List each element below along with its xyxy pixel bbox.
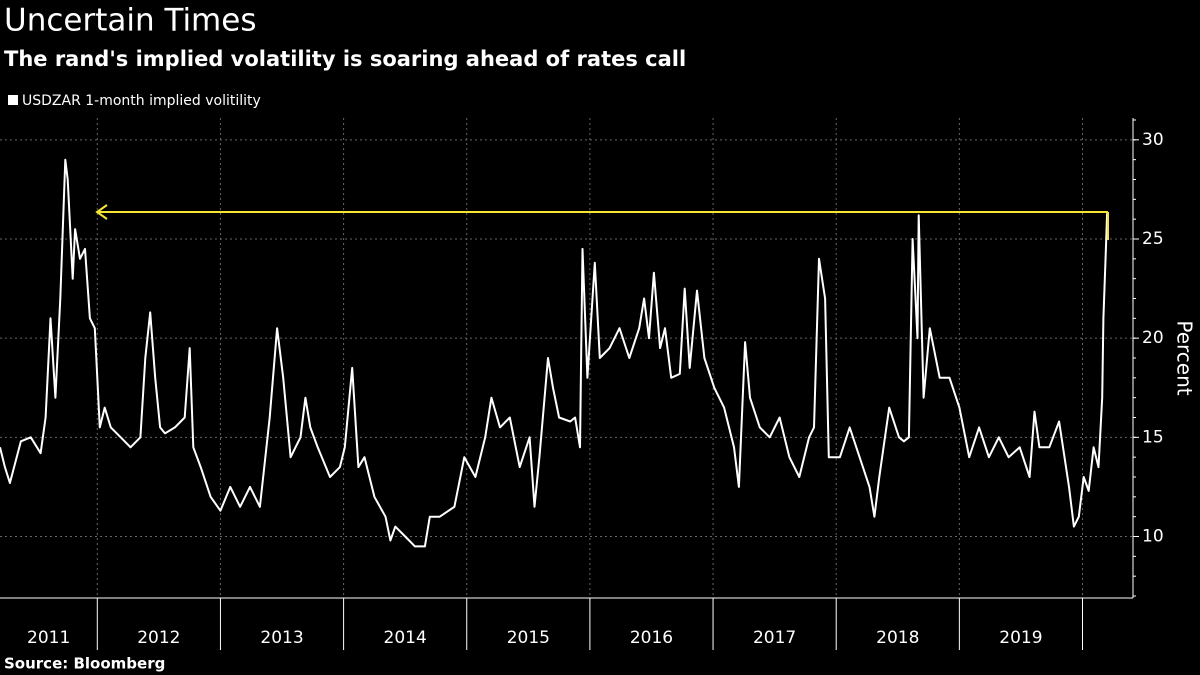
line: [0, 158, 1109, 548]
y-tick-label: 10: [1142, 527, 1164, 547]
x-tick-label: 2011: [27, 628, 70, 648]
chart-title: Uncertain Times: [4, 3, 256, 39]
y-tick-label: 20: [1142, 328, 1164, 348]
y-tick-label: 30: [1142, 130, 1164, 150]
x-tick-label: 2017: [753, 628, 796, 648]
plot: [0, 158, 1109, 548]
annotation-arrow: [95, 204, 1109, 240]
legend-swatch: [8, 95, 18, 105]
chart-subtitle: The rand's implied volatility is soaring…: [4, 47, 686, 71]
x-tick-label: 2015: [507, 628, 550, 648]
x-tick-label: 2019: [999, 628, 1042, 648]
y-tick-label: 15: [1142, 427, 1164, 447]
x-tick-label: 2016: [630, 628, 673, 648]
y-tick-label: 25: [1142, 229, 1164, 249]
x-tick-label: 2018: [876, 628, 919, 648]
x-tick-label: 2014: [384, 628, 427, 648]
x-tick-label: 2012: [137, 628, 180, 648]
x-tick-label: 2013: [260, 628, 303, 648]
y-axis-label: Percent: [1173, 320, 1197, 395]
grid: [0, 118, 1139, 650]
source: Source: Bloomberg: [4, 655, 165, 673]
legend-label: USDZAR 1-month implied volitility: [22, 93, 261, 109]
